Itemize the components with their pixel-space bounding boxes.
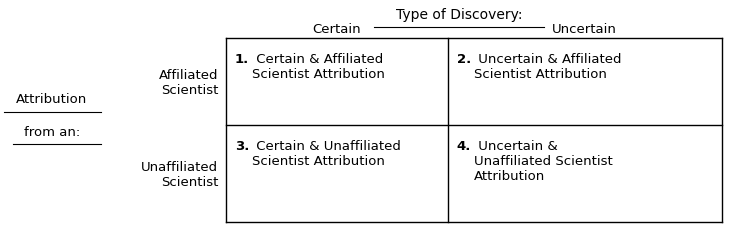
Text: 2.: 2. <box>457 53 471 66</box>
Text: Attribution: Attribution <box>16 93 87 106</box>
Text: 1.: 1. <box>235 53 249 66</box>
Text: Uncertain &
Unaffiliated Scientist
Attribution: Uncertain & Unaffiliated Scientist Attri… <box>474 140 613 182</box>
Text: from an:: from an: <box>24 125 80 138</box>
Text: Certain & Unaffiliated
Scientist Attribution: Certain & Unaffiliated Scientist Attribu… <box>252 140 401 168</box>
Text: 4.: 4. <box>457 140 471 153</box>
Text: Uncertain & Affiliated
Scientist Attribution: Uncertain & Affiliated Scientist Attribu… <box>474 53 622 81</box>
Text: Affiliated
Scientist: Affiliated Scientist <box>159 69 218 97</box>
Text: Uncertain: Uncertain <box>552 23 617 36</box>
Text: Certain: Certain <box>312 23 361 36</box>
Text: Type of Discovery:: Type of Discovery: <box>396 8 522 22</box>
Text: Unaffiliated
Scientist: Unaffiliated Scientist <box>141 160 218 188</box>
Text: 3.: 3. <box>235 140 249 153</box>
Text: Certain & Affiliated
Scientist Attribution: Certain & Affiliated Scientist Attributi… <box>252 53 386 81</box>
